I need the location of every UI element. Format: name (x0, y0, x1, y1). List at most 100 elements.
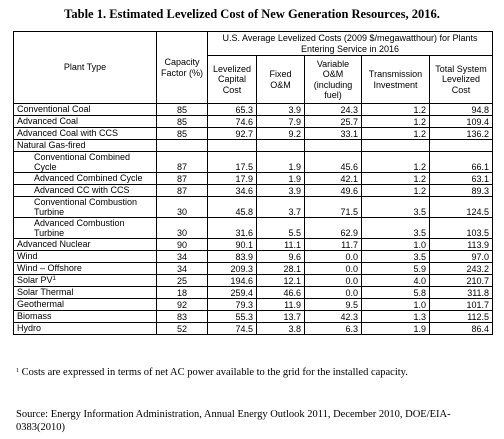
capital-cost-cell (207, 139, 257, 152)
variable-om-cell: 6.3 (304, 322, 362, 336)
table-row: Conventional Combined Cycle 87 17.5 1.9 … (13, 150, 494, 174)
variable-om-cell: 42.3 (304, 310, 362, 324)
plant-type-cell: Hydro (13, 322, 157, 336)
capital-cost-cell: 34.6 (207, 184, 257, 198)
header-capacity-factor: Capacity Factor (%) (156, 31, 208, 104)
fixed-om-cell: 1.9 (256, 172, 305, 186)
variable-om-cell (304, 139, 362, 152)
table-row: Hydro 52 74.5 3.8 6.3 1.9 86.4 (13, 322, 494, 336)
capacity-factor-cell (156, 139, 208, 152)
variable-om-cell: 0.0 (304, 250, 362, 264)
table-row: Natural Gas-fired (13, 139, 494, 152)
variable-om-cell: 42.1 (304, 172, 362, 186)
plant-type-cell: Wind (13, 250, 157, 264)
table-row: Solar Thermal 18 259.4 46.6 0.0 5.8 311.… (13, 286, 494, 300)
plant-type-cell: Advanced CC with CCS (13, 184, 157, 198)
header-plant-type: Plant Type (13, 31, 157, 104)
fixed-om-cell: 1.9 (256, 150, 305, 174)
fixed-om-cell: 3.8 (256, 322, 305, 336)
plant-type-cell: Advanced Combined Cycle (13, 172, 157, 186)
transmission-cell: 1.2 (361, 127, 430, 140)
variable-om-cell: 71.5 (304, 196, 362, 219)
source-citation: Source: Energy Information Administratio… (16, 409, 451, 433)
total-cost-cell (428, 139, 494, 152)
total-cost-cell: 136.2 (428, 127, 494, 140)
header-cost-group: U.S. Average Levelized Costs (2009 $/meg… (206, 31, 494, 56)
capacity-factor-cell: 34 (156, 250, 208, 264)
total-cost-cell: 109.4 (428, 115, 494, 128)
fixed-om-cell: 3.9 (256, 184, 305, 198)
transmission-cell: 1.2 (361, 150, 430, 174)
table-row: Advanced Combined Cycle 87 17.9 1.9 42.1… (13, 172, 494, 186)
capacity-factor-cell: 52 (156, 322, 208, 336)
variable-om-cell: 24.3 (304, 103, 362, 116)
transmission-cell (361, 139, 430, 152)
capital-cost-cell: 194.6 (207, 274, 257, 288)
plant-type-label: Solar PV (17, 275, 53, 286)
variable-om-cell: 11.7 (304, 238, 362, 252)
plant-type-cell: Solar Thermal (13, 286, 157, 300)
variable-om-cell: 25.7 (304, 115, 362, 128)
total-cost-cell: 113.9 (428, 238, 494, 252)
capacity-factor-cell: 90 (156, 238, 208, 252)
capital-cost-cell: 17.5 (207, 150, 257, 174)
total-cost-cell: 63.1 (428, 172, 494, 186)
fixed-om-cell: 5.5 (256, 217, 305, 240)
footnote-marker: 1 (52, 276, 56, 283)
transmission-cell: 1.2 (361, 184, 430, 198)
table-row: Advanced Coal 85 74.6 7.9 25.7 1.2 109.4 (13, 115, 494, 128)
total-cost-cell: 243.2 (428, 262, 494, 276)
plant-type-cell: Conventional Coal (13, 103, 157, 116)
capital-cost-cell: 65.3 (207, 103, 257, 116)
transmission-cell: 1.2 (361, 103, 430, 116)
fixed-om-cell: 28.1 (256, 262, 305, 276)
table-row: Wind 34 83.9 9.6 0.0 3.5 97.0 (13, 250, 494, 264)
levelized-cost-table: Plant Type Capacity Factor (%) U.S. Aver… (13, 31, 494, 336)
capacity-factor-cell: 87 (156, 184, 208, 198)
plant-type-cell: Geothermal (13, 298, 157, 312)
plant-type-cell: Solar PV1 (13, 274, 157, 288)
transmission-cell: 1.2 (361, 172, 430, 186)
total-cost-cell: 210.7 (428, 274, 494, 288)
header-transmission-investment: Transmission Investment (361, 55, 430, 104)
fixed-om-cell: 9.2 (256, 127, 305, 140)
capacity-factor-cell: 85 (156, 103, 208, 116)
capital-cost-cell: 209.3 (207, 262, 257, 276)
header-levelized-capital-cost: Levelized Capital Cost (207, 55, 257, 104)
plant-type-cell: Wind – Offshore (13, 262, 157, 276)
capacity-factor-cell: 87 (156, 150, 208, 174)
variable-om-cell: 0.0 (304, 274, 362, 288)
variable-om-cell: 33.1 (304, 127, 362, 140)
footnote: 1 Costs are expressed in terms of net AC… (16, 366, 486, 379)
table-row: Advanced Combustion Turbine 30 31.6 5.5 … (13, 217, 494, 240)
table-row: Advanced Coal with CCS 85 92.7 9.2 33.1 … (13, 127, 494, 140)
fixed-om-cell: 11.9 (256, 298, 305, 312)
transmission-cell: 4.0 (361, 274, 430, 288)
fixed-om-cell: 9.6 (256, 250, 305, 264)
fixed-om-cell: 3.9 (256, 103, 305, 116)
capacity-factor-cell: 34 (156, 262, 208, 276)
transmission-cell: 3.5 (361, 250, 430, 264)
capital-cost-cell: 79.3 (207, 298, 257, 312)
total-cost-cell: 112.5 (428, 310, 494, 324)
fixed-om-cell: 3.7 (256, 196, 305, 219)
total-cost-cell: 97.0 (428, 250, 494, 264)
transmission-cell: 5.9 (361, 262, 430, 276)
fixed-om-cell: 46.6 (256, 286, 305, 300)
footnote-marker: 1 (16, 368, 19, 374)
transmission-cell: 1.3 (361, 310, 430, 324)
capacity-factor-cell: 30 (156, 217, 208, 240)
capital-cost-cell: 74.5 (207, 322, 257, 336)
table-row: Geothermal 92 79.3 11.9 9.5 1.0 101.7 (13, 298, 494, 312)
table-row: Solar PV1 25 194.6 12.1 0.0 4.0 210.7 (13, 274, 494, 288)
capacity-factor-cell: 18 (156, 286, 208, 300)
capital-cost-cell: 83.9 (207, 250, 257, 264)
plant-type-cell: Advanced Coal with CCS (13, 127, 157, 140)
plant-type-cell: Advanced Combustion Turbine (13, 217, 157, 240)
plant-type-cell: Advanced Coal (13, 115, 157, 128)
capacity-factor-cell: 25 (156, 274, 208, 288)
header-fixed-om: Fixed O&M (256, 55, 305, 104)
total-cost-cell: 311.8 (428, 286, 494, 300)
header-total-system-levelized-cost: Total System Levelized Cost (428, 55, 494, 104)
capital-cost-cell: 90.1 (207, 238, 257, 252)
